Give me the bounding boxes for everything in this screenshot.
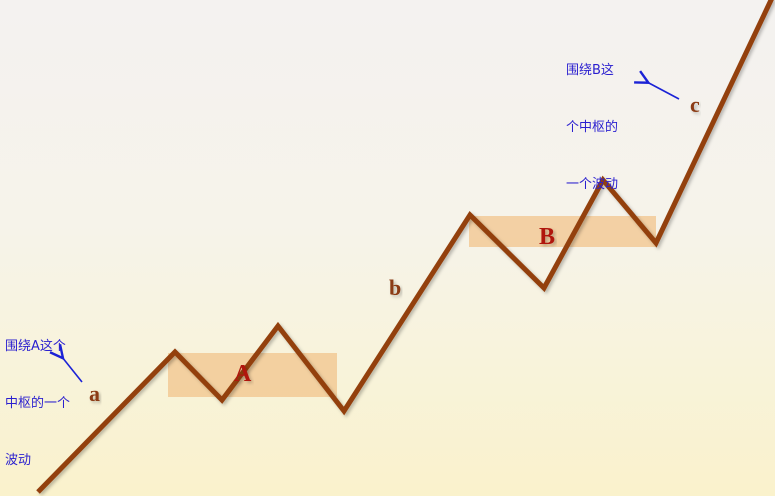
left-note: 围绕A这个 中枢的一个 波动 [5, 299, 70, 489]
right-note: 围绕B这 个中枢的 一个波动 [566, 23, 618, 213]
price-path-line [36, 0, 774, 494]
center-label-b: B [539, 224, 555, 250]
left-note-arrow-icon [62, 357, 83, 383]
center-label-a: A [234, 361, 252, 387]
segment-label-b: b [389, 275, 401, 300]
left-note-line-3: 波动 [5, 453, 32, 468]
right-note-line-2: 个中枢的 [566, 120, 619, 135]
right-note-arrow-icon [647, 82, 680, 100]
left-note-line-1: 围绕A这个 [5, 339, 66, 354]
right-note-line-1: 围绕B这 [566, 63, 614, 78]
segment-label-c: c [690, 92, 700, 117]
left-note-line-2: 中枢的一个 [5, 396, 71, 411]
segment-label-a: a [89, 381, 100, 406]
right-note-line-3: 一个波动 [566, 177, 619, 192]
